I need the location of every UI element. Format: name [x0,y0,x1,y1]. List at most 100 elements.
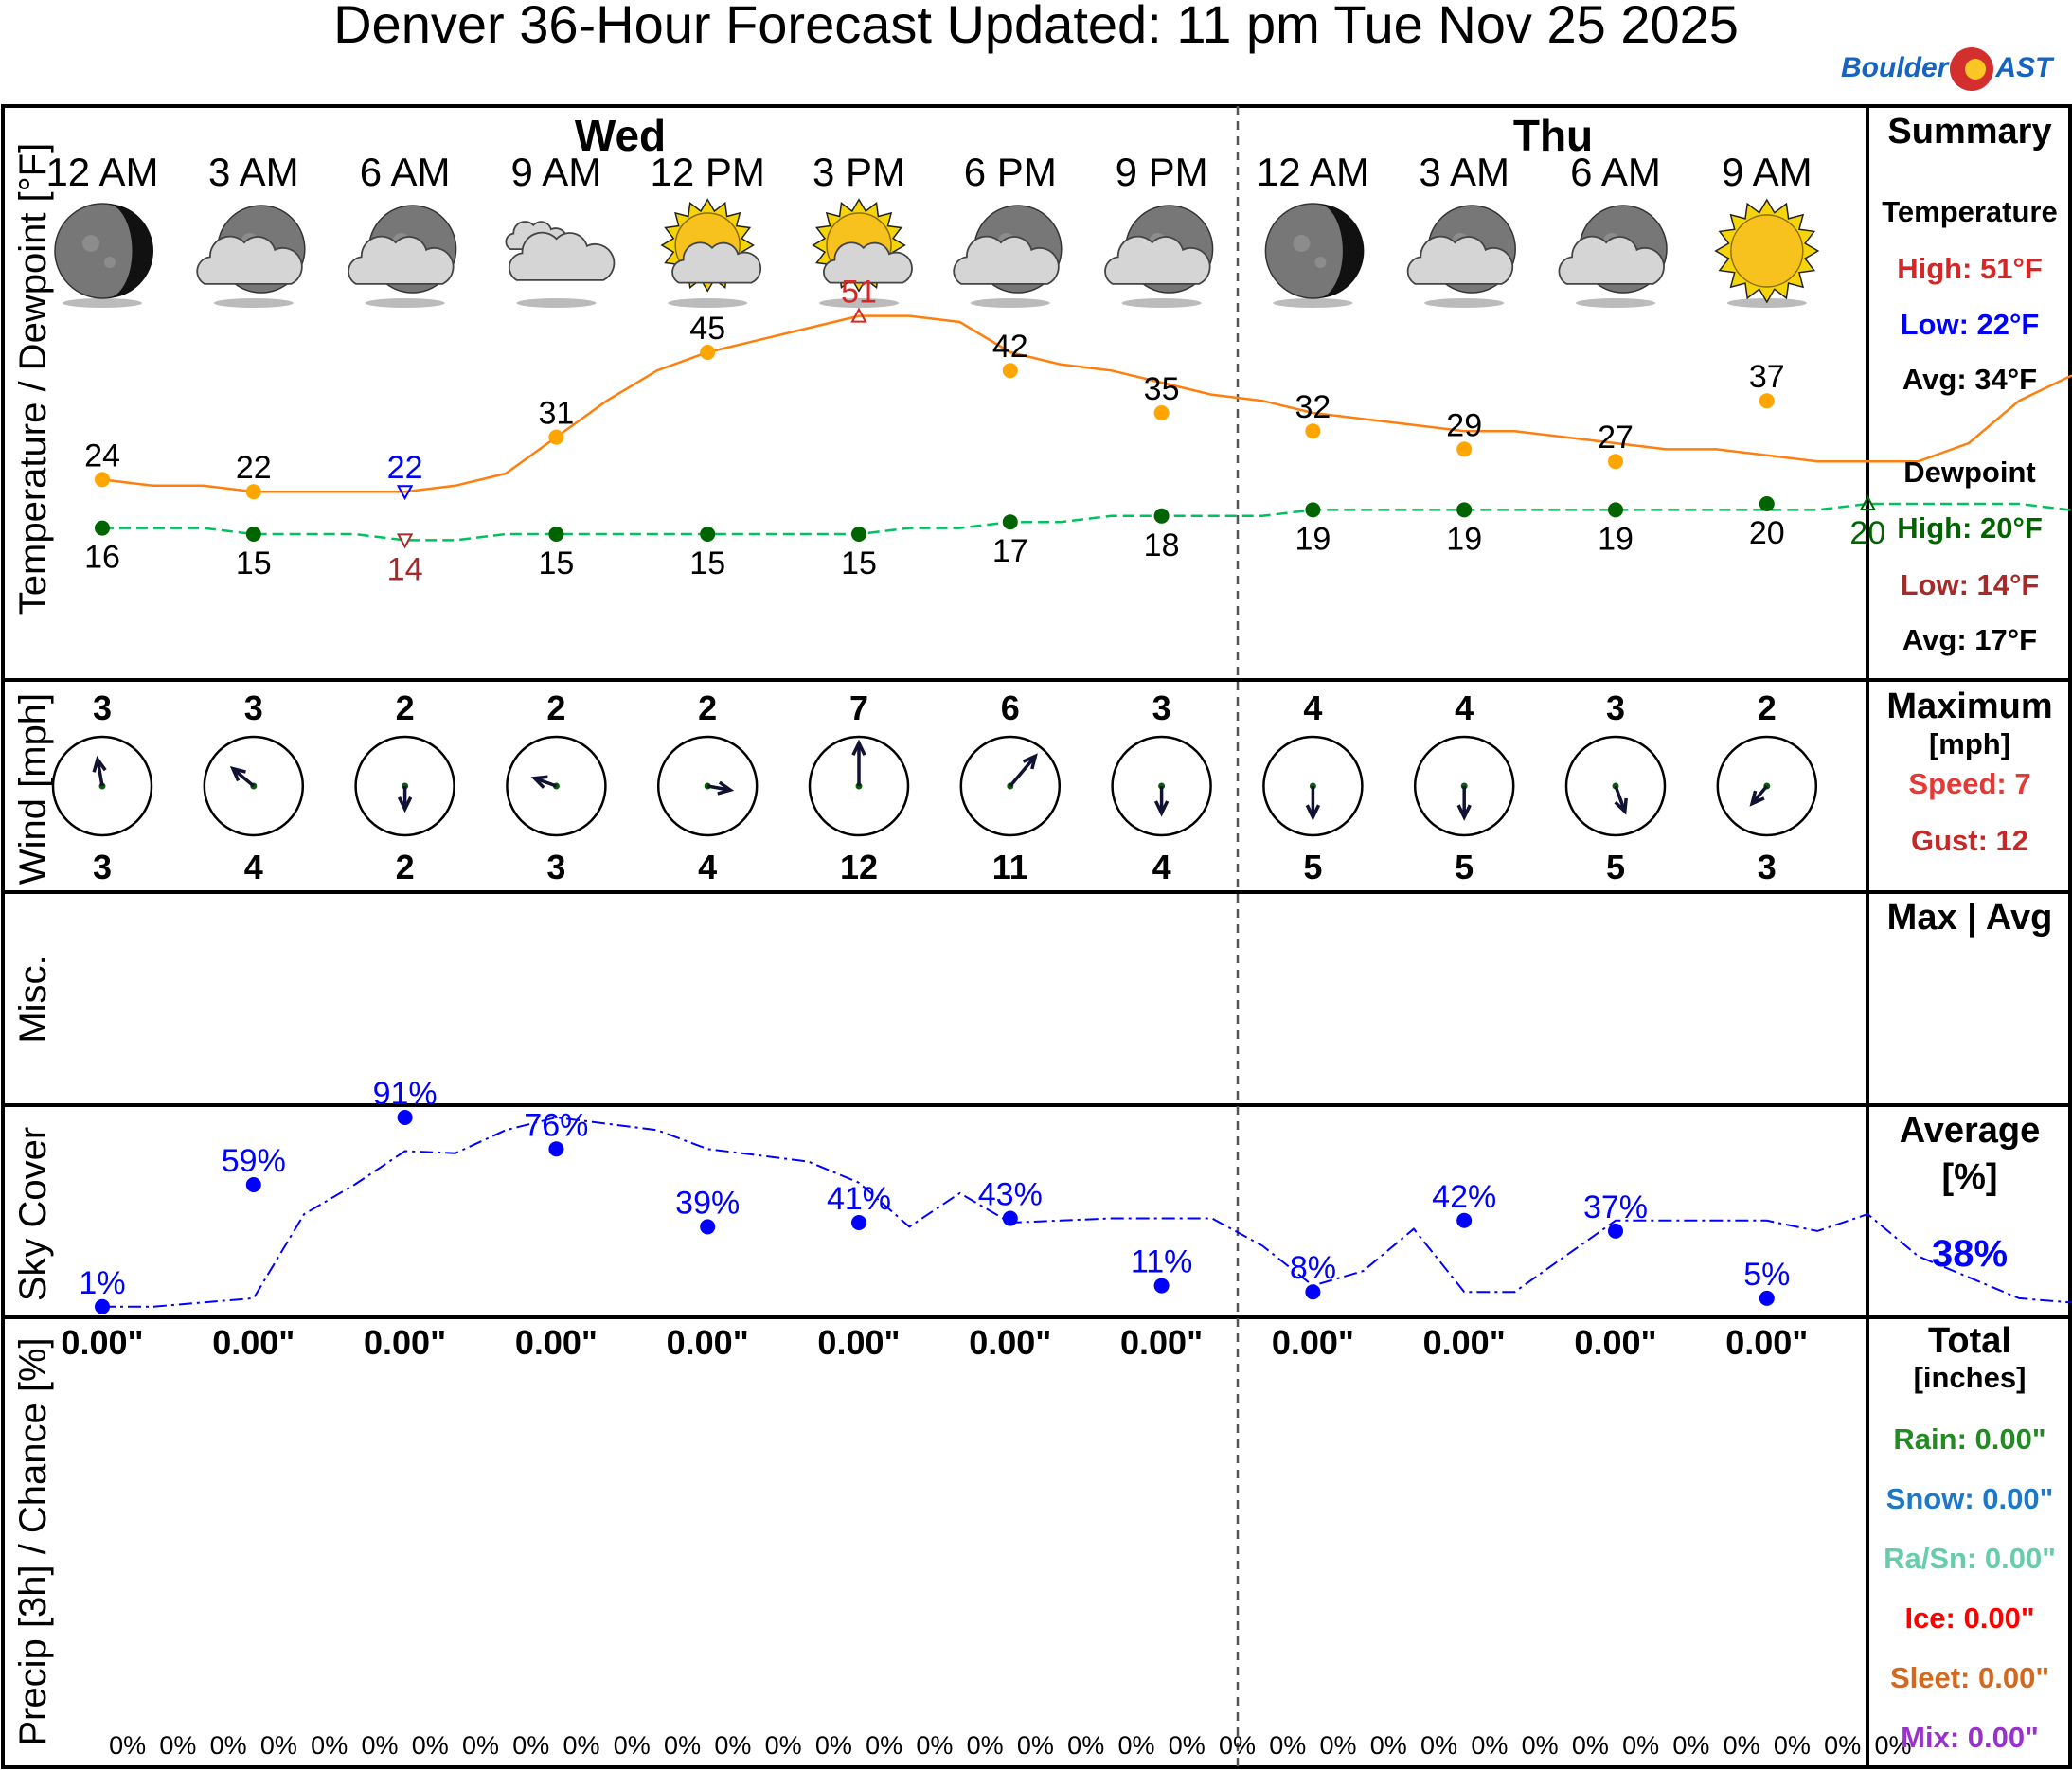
moon-cloud-icon [1558,205,1668,308]
temperature-series-line [101,314,2072,493]
wind-arrow-head [1456,804,1472,821]
wind-gust-label: 3 [546,848,565,886]
sky-cover-data-label: 91% [373,1076,438,1112]
wind-arrow-shaft [96,759,104,787]
wind-dial [656,735,759,837]
sky-summary-unit: [%] [1941,1157,1998,1197]
hour-label: 3 AM [208,150,299,194]
dew-summary-heading: Dewpoint [1903,456,2036,489]
dewpoint-point [1759,496,1775,511]
precip-chance-label: 0% [1774,1731,1811,1760]
precip-chance-label: 0% [1724,1731,1760,1760]
icon-shadow [1576,298,1655,308]
wind-arrow-shaft [1614,785,1627,813]
wind-gust-label: 3 [1758,848,1777,886]
icon-shadow [1121,298,1202,308]
wind-speed-label: 2 [698,688,717,727]
wind-speed-label: 2 [546,688,565,727]
wind-panel: 3 3 3 4 2 2 2 3 2 4 7 12 6 11 3 4 4 5 4 5 3 5 2 3 [51,688,1818,886]
wind-arrow-shaft [1750,784,1769,805]
dewpoint-high-label: 20 [1849,515,1885,551]
precip-summary-unit: [inches] [1913,1361,2027,1394]
temperature-point [1153,405,1170,420]
precip-summary-ice: Ice: 0.00" [1904,1601,2035,1635]
hour-label: 12 AM [45,150,158,194]
moon-icon [54,203,153,308]
cloud-shape [1104,235,1211,285]
sky-cover-series-line [102,1116,2072,1308]
temperature-data-label: 42 [992,329,1028,365]
temperature-data-label: 27 [1598,420,1634,456]
wind-dial [1111,735,1212,837]
wind-summary-unit: [mph] [1928,727,2011,760]
wind-gust-label: 4 [1152,848,1171,886]
wind-speed-label: 3 [244,688,263,727]
icon-shadow [516,298,597,308]
hour-label: 6 PM [964,150,1057,194]
misc-summary-heading: Max | Avg [1886,898,2053,938]
precip-chance-label: 0% [412,1731,449,1760]
sky-cover-point [548,1141,564,1157]
precip-chance-label: 0% [1169,1731,1206,1760]
precip-chance-label: 0% [866,1731,902,1760]
sky-cover-point [1305,1284,1321,1300]
precip-chance-label: 0% [361,1731,398,1760]
temp-summary-low: Low: 22°F [1900,308,2040,341]
summary-title: Summary [1887,112,2052,152]
dewpoint-point [1608,502,1623,518]
sky-cover-point [245,1177,261,1193]
wind-speed-label: 6 [1001,688,1020,727]
wind-gust-label: 11 [992,848,1028,886]
precip-amount-label: 0.00" [1272,1323,1354,1362]
wind-gust-label: 2 [396,848,415,886]
precip-chance-label: 0% [563,1731,600,1760]
sky-cover-data-label: 59% [222,1143,286,1179]
sky-cover-point [700,1219,716,1235]
wind-speed-label: 3 [1606,688,1625,727]
wind-dial [1262,735,1364,837]
sun-disc [1730,214,1804,288]
precip-summary-rain: Rain: 0.00" [1893,1422,2046,1456]
precip-summary-snow: Snow: 0.00" [1885,1482,2054,1515]
hour-label: 9 AM [1722,150,1813,194]
wind-arrow-head [1614,797,1628,815]
precip-panel: 0.00" 0.00" 0.00" 0.00" 0.00" 0.00" 0.00" 0.00"… [61,1323,1911,1760]
sky-cover-point [851,1214,866,1230]
dewpoint-high-marker [1859,494,1877,510]
precip-chance-label: 0% [1219,1731,1256,1760]
cloud-shape [1406,235,1514,285]
icon-shadow [365,298,445,308]
temperature-data-label: 37 [1749,359,1785,395]
sky-cover-data-label: 76% [524,1107,588,1143]
moon-crater [82,235,99,252]
precip-summary-rasn: Ra/Sn: 0.00" [1884,1542,2056,1575]
sky-cover-data-label: 43% [978,1177,1043,1213]
precip-chance-label: 0% [1471,1731,1508,1760]
precip-amount-label: 0.00" [667,1323,749,1362]
dew-summary-avg: Avg: 17°F [1902,623,2038,656]
temperature-high-marker [850,307,867,323]
wind-summary-speed: Speed: 7 [1908,767,2031,800]
wind-arrow-head [397,796,413,813]
moon-cloud-icon [953,205,1063,308]
precip-chance-label: 0% [260,1731,297,1760]
wind-arrow-head [1749,790,1765,807]
temperature-data-label: 24 [84,438,120,474]
wind-dial [506,735,607,837]
moon-cloud-icon [1406,205,1516,308]
sky-cover-point [1608,1223,1623,1239]
hour-labels: 12 AM 3 AM 6 AM 9 AM 12 PM 3 PM 6 PM 9 PM 12 AM 3… [45,150,1812,194]
moon-crater [1293,235,1311,252]
precip-chance-label: 0% [1370,1731,1407,1760]
cloud-icon [505,221,616,308]
wind-axis-label: Wind [mph] [12,693,54,885]
sky-summary-value: 38% [1931,1233,2009,1275]
precip-chance-label: 0% [1622,1731,1659,1760]
precip-chance-label: 0% [664,1731,701,1760]
moon-cloud-icon [1104,205,1214,308]
precip-summary-heading: Total [1928,1321,2011,1361]
moon-crater [104,257,116,268]
sky-cover-data-label: 1% [79,1265,125,1301]
dewpoint-point [1002,514,1018,530]
moon-shadow [106,204,153,298]
